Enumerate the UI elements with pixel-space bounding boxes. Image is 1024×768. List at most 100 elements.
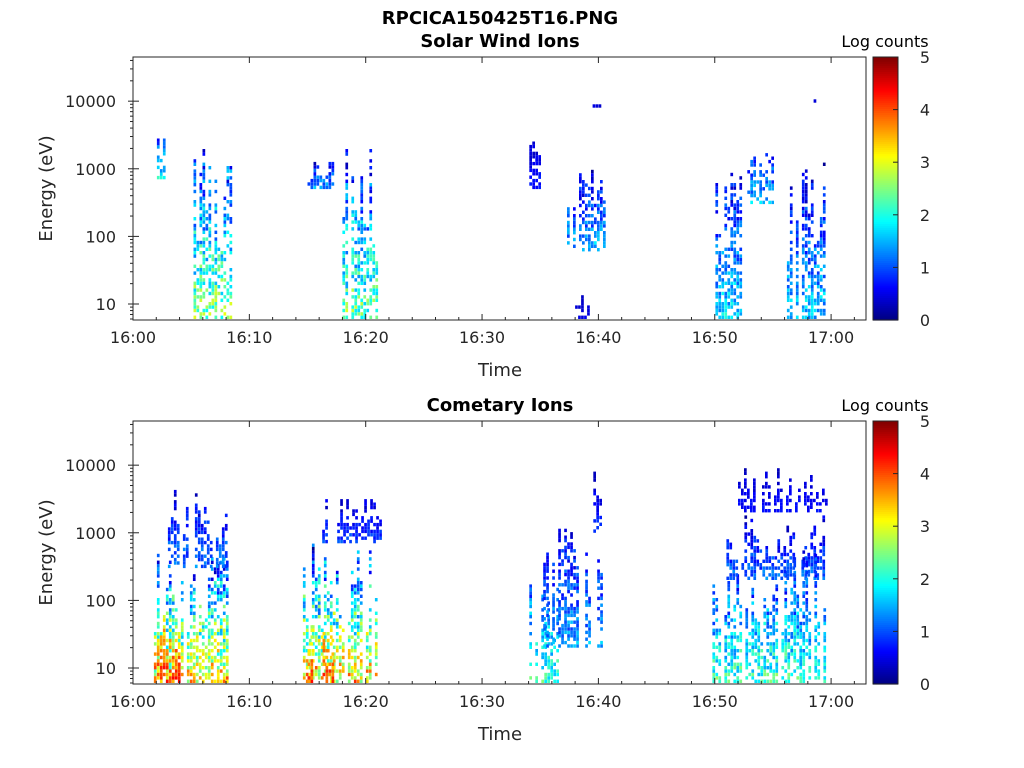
data-cell — [750, 173, 753, 177]
data-cell — [352, 526, 355, 530]
data-cell — [329, 621, 333, 626]
data-cell — [772, 628, 776, 632]
data-cell — [529, 594, 532, 598]
data-cell — [180, 655, 184, 660]
data-cell — [222, 635, 226, 639]
data-cell — [715, 305, 719, 309]
data-cell — [229, 183, 233, 187]
data-cell — [199, 281, 203, 285]
data-cell — [579, 234, 582, 238]
data-cell — [733, 291, 737, 296]
data-cell — [822, 515, 826, 519]
data-cell — [579, 224, 582, 228]
data-cell — [736, 584, 740, 588]
data-cell — [360, 240, 364, 245]
data-cell — [543, 596, 546, 601]
data-cell — [547, 618, 550, 622]
data-cell — [558, 576, 561, 580]
data-cell — [202, 291, 206, 296]
data-cell — [579, 180, 582, 184]
data-cell — [194, 547, 198, 552]
data-cell — [603, 220, 606, 225]
data-cell — [153, 672, 157, 677]
data-cell — [727, 669, 731, 673]
data-cell — [718, 642, 722, 646]
data-cell — [578, 315, 581, 319]
data-cell — [730, 618, 734, 622]
data-cell — [763, 672, 767, 677]
data-cell — [744, 539, 748, 543]
data-cell — [712, 608, 716, 612]
data-cell — [789, 312, 793, 316]
colorbar-segment — [873, 233, 898, 237]
colorbar-segment — [873, 317, 898, 321]
colorbar-segment — [873, 180, 898, 183]
data-cell — [356, 625, 360, 629]
data-cell — [729, 559, 733, 563]
data-cell — [373, 522, 376, 527]
data-cell — [597, 220, 600, 225]
data-cell — [199, 295, 203, 299]
data-cell — [775, 659, 779, 663]
data-cell — [363, 223, 367, 228]
data-cell — [350, 611, 354, 615]
data-cell — [207, 642, 211, 646]
data-cell — [326, 615, 330, 619]
data-cell — [567, 569, 570, 573]
data-cell — [576, 586, 579, 590]
data-cell — [379, 529, 382, 534]
data-cell — [804, 305, 808, 309]
data-cell — [724, 618, 728, 622]
data-cell — [799, 649, 803, 653]
data-cell — [772, 679, 776, 683]
data-cell — [162, 655, 166, 660]
data-cell — [302, 649, 306, 653]
data-cell — [311, 601, 315, 605]
data-cell — [313, 178, 317, 183]
data-cell — [790, 621, 794, 626]
data-cell — [810, 563, 814, 567]
data-cell — [322, 182, 326, 186]
data-cell — [715, 210, 719, 214]
colorbar-segment — [873, 655, 898, 658]
data-cell — [582, 248, 585, 252]
data-cell — [579, 176, 582, 180]
data-cell — [374, 618, 378, 622]
data-cell — [718, 274, 722, 279]
colorbar-segment — [873, 250, 898, 253]
data-cell — [744, 509, 747, 513]
data-cell — [156, 652, 160, 656]
data-cell — [558, 600, 561, 604]
data-cell — [209, 564, 213, 569]
figure-title: RPCICA150425T16.PNG — [382, 8, 618, 29]
data-cell — [593, 502, 596, 506]
data-cell — [766, 621, 770, 626]
data-cell — [529, 587, 532, 592]
data-cell — [182, 534, 186, 538]
data-cell — [353, 604, 357, 609]
data-cell — [364, 536, 367, 540]
data-cell — [361, 529, 364, 534]
data-cell — [552, 620, 555, 624]
data-cell — [346, 536, 349, 540]
colorbar-segment — [873, 110, 898, 114]
data-cell — [211, 298, 215, 302]
data-cell — [544, 679, 547, 683]
data-cell — [211, 305, 215, 309]
data-cell — [168, 662, 172, 666]
data-cell — [365, 649, 369, 653]
data-cell — [816, 576, 820, 580]
colorbar-segment — [873, 451, 898, 455]
data-cell — [763, 598, 767, 602]
data-cell — [578, 305, 581, 309]
data-cell — [789, 488, 792, 492]
data-cell — [356, 584, 360, 588]
data-cell — [567, 220, 570, 225]
data-cell — [194, 510, 198, 514]
data-cell — [165, 669, 169, 673]
data-cell — [367, 529, 370, 534]
data-cell — [207, 608, 211, 612]
data-cell — [350, 676, 354, 680]
data-cell — [564, 579, 567, 584]
data-cell — [541, 655, 544, 660]
